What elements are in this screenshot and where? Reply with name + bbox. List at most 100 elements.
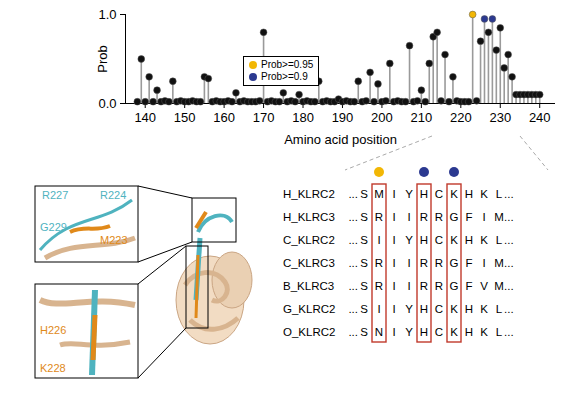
svg-text:R224: R224 — [100, 189, 126, 201]
svg-text:C_KLRC2: C_KLRC2 — [283, 234, 335, 246]
svg-text:N: N — [375, 326, 383, 338]
svg-text:M: M — [494, 280, 504, 292]
svg-text:R: R — [375, 280, 383, 292]
svg-text:160: 160 — [213, 110, 235, 125]
svg-text:...: ... — [504, 303, 514, 315]
svg-text:K: K — [450, 303, 458, 315]
svg-text:230: 230 — [489, 110, 511, 125]
svg-text:150: 150 — [174, 110, 196, 125]
svg-text:V: V — [480, 280, 488, 292]
svg-text:R: R — [375, 257, 383, 269]
svg-text:H: H — [420, 303, 428, 315]
svg-text:220: 220 — [450, 110, 472, 125]
svg-text:I: I — [377, 303, 380, 315]
svg-text:S: S — [360, 234, 368, 246]
svg-text:M: M — [374, 188, 384, 200]
svg-text:Y: Y — [405, 303, 413, 315]
svg-text:...: ... — [348, 326, 358, 338]
svg-text:...: ... — [504, 234, 514, 246]
svg-text:...: ... — [348, 257, 358, 269]
svg-text:I: I — [377, 234, 380, 246]
svg-text:G: G — [450, 211, 459, 223]
svg-text:...: ... — [348, 188, 358, 200]
svg-text:C_KLRC3: C_KLRC3 — [283, 257, 335, 269]
svg-text:I: I — [482, 257, 485, 269]
svg-text:I: I — [392, 188, 395, 200]
svg-text:L: L — [496, 188, 503, 200]
svg-text:I: I — [392, 234, 395, 246]
svg-text:Prob: Prob — [95, 45, 110, 72]
svg-text:G_KLRC2: G_KLRC2 — [283, 303, 335, 315]
svg-text:200: 200 — [371, 110, 393, 125]
svg-text:I: I — [392, 257, 395, 269]
svg-text:S: S — [360, 257, 368, 269]
svg-text:K: K — [480, 188, 488, 200]
svg-text:S: S — [360, 303, 368, 315]
svg-text:K: K — [480, 326, 488, 338]
svg-text:Y: Y — [405, 234, 413, 246]
svg-text:S: S — [360, 188, 368, 200]
svg-text:H: H — [420, 234, 428, 246]
svg-text:H: H — [465, 188, 473, 200]
svg-text:210: 210 — [411, 110, 433, 125]
svg-text:R: R — [435, 257, 443, 269]
svg-text:...: ... — [348, 211, 358, 223]
svg-text:140: 140 — [134, 110, 156, 125]
svg-text:G: G — [450, 257, 459, 269]
svg-text:H_KLRC2: H_KLRC2 — [283, 188, 335, 200]
svg-text:K: K — [450, 188, 458, 200]
svg-text:C: C — [435, 326, 443, 338]
svg-text:170: 170 — [253, 110, 275, 125]
svg-text:R: R — [420, 280, 428, 292]
svg-text:...: ... — [348, 280, 358, 292]
svg-text:I: I — [407, 280, 410, 292]
svg-text:I: I — [482, 211, 485, 223]
svg-text:K: K — [450, 234, 458, 246]
svg-text:M: M — [494, 211, 504, 223]
svg-text:S: S — [360, 280, 368, 292]
svg-text:R: R — [435, 211, 443, 223]
svg-text:O_KLRC2: O_KLRC2 — [283, 326, 335, 338]
svg-text:...: ... — [504, 188, 514, 200]
svg-text:H: H — [420, 326, 428, 338]
svg-text:...: ... — [504, 280, 514, 292]
svg-text:F: F — [465, 211, 472, 223]
svg-text:I: I — [392, 326, 395, 338]
svg-text:R: R — [375, 211, 383, 223]
svg-text:H: H — [465, 326, 473, 338]
svg-text:190: 190 — [332, 110, 354, 125]
svg-text:I: I — [392, 280, 395, 292]
svg-text:...: ... — [348, 234, 358, 246]
svg-text:H: H — [465, 303, 473, 315]
svg-text:G: G — [450, 280, 459, 292]
svg-text:I: I — [392, 211, 395, 223]
svg-text:K: K — [480, 234, 488, 246]
svg-text:R: R — [435, 280, 443, 292]
svg-text:R227: R227 — [42, 189, 68, 201]
svg-text:C: C — [435, 303, 443, 315]
svg-text:C: C — [435, 188, 443, 200]
svg-text:180: 180 — [292, 110, 314, 125]
svg-text:240: 240 — [529, 110, 551, 125]
svg-text:M223: M223 — [100, 234, 128, 246]
svg-text:S: S — [360, 211, 368, 223]
svg-text:K: K — [480, 303, 488, 315]
svg-text:...: ... — [504, 257, 514, 269]
svg-text:F: F — [465, 280, 472, 292]
svg-text:H_KLRC3: H_KLRC3 — [283, 211, 335, 223]
svg-text:B_KLRC3: B_KLRC3 — [283, 280, 334, 292]
svg-text:M: M — [494, 257, 504, 269]
svg-text:L: L — [496, 234, 503, 246]
svg-text:I: I — [407, 257, 410, 269]
svg-text:G229: G229 — [40, 221, 67, 233]
svg-text:C: C — [435, 234, 443, 246]
svg-text:I: I — [407, 211, 410, 223]
svg-text:Y: Y — [405, 326, 413, 338]
svg-text:1.0: 1.0 — [98, 7, 116, 22]
svg-text:R: R — [420, 211, 428, 223]
svg-text:...: ... — [504, 326, 514, 338]
svg-text:L: L — [496, 326, 503, 338]
svg-text:0.0: 0.0 — [98, 96, 116, 111]
svg-text:F: F — [465, 257, 472, 269]
svg-text:I: I — [392, 303, 395, 315]
